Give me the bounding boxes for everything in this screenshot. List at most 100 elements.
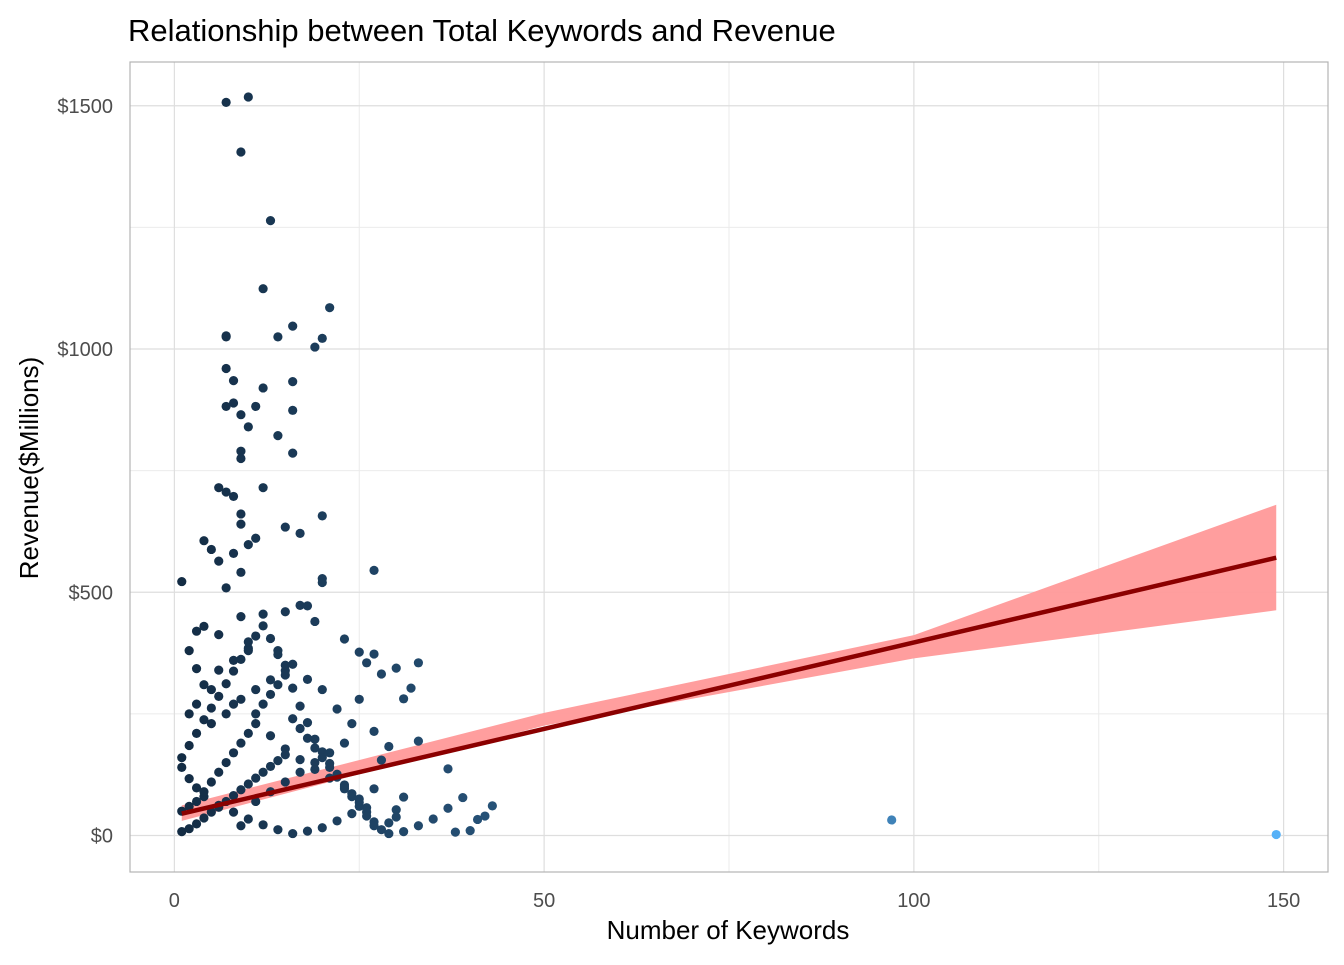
data-point [443,764,453,774]
data-point [362,811,372,821]
data-point [428,814,438,824]
data-point [199,621,209,631]
data-point [228,807,239,817]
data-point [243,779,253,789]
data-point [325,303,335,313]
data-point [177,827,187,837]
data-point [384,828,394,839]
data-point [221,709,231,719]
data-point [236,738,246,748]
data-point [369,726,379,737]
data-point [243,646,253,656]
data-point [384,741,394,752]
data-point [369,649,379,659]
data-point [236,410,246,420]
data-point [280,670,290,680]
data-point [251,709,261,719]
data-point [288,405,298,415]
data-point [206,544,216,555]
data-point [258,621,268,631]
data-point [406,683,416,693]
data-point [302,601,313,611]
data-point [191,699,202,709]
data-point [251,773,261,783]
data-point [399,792,409,802]
data-point [243,637,253,647]
data-point [251,401,261,412]
data-point [243,814,253,824]
data-point [251,719,261,729]
data-point [221,583,231,593]
data-point [214,483,224,493]
data-point [221,332,231,342]
data-point [288,377,298,387]
data-point [184,646,194,656]
data-point [399,827,409,837]
data-point [206,719,216,729]
data-point [228,666,239,676]
data-point [310,743,320,753]
data-point [295,701,305,711]
data-point [228,548,239,558]
data-point [265,761,276,772]
data-point [280,750,290,760]
data-point [310,342,320,352]
data-point [399,694,409,704]
data-point [310,764,320,774]
data-point [199,813,209,823]
data-point [221,757,231,768]
data-point [317,753,327,763]
axes: 0 50 100 150 $0 $500 $1000 $1500 [57,61,1329,912]
data-point [191,819,202,829]
data-point [243,92,253,102]
data-point [273,431,283,441]
data-point [339,738,350,748]
data-point [258,609,268,619]
data-point [376,669,387,679]
data-point [228,491,239,502]
data-point [199,715,209,725]
data-points [177,92,1281,840]
data-point [369,821,379,831]
data-point [206,684,216,695]
data-point [376,825,387,835]
data-point [487,801,497,811]
data-point [199,680,209,690]
data-point [228,748,239,758]
data-point [413,821,424,831]
data-point [354,647,364,657]
data-point [310,757,320,768]
data-point [273,825,283,835]
data-point [236,519,246,529]
data-point [258,383,268,393]
data-point [199,536,209,546]
data-point [310,734,320,744]
data-point [325,748,335,758]
data-point [339,634,350,644]
x-axis-title: Number of Keywords [607,915,850,945]
data-point [317,823,327,833]
data-point [317,684,327,695]
data-point [191,664,202,674]
data-point [243,422,253,432]
data-point [339,782,350,792]
data-point [288,828,298,839]
data-point [214,629,224,640]
data-point [273,755,283,766]
data-point [288,714,298,724]
data-point [184,709,194,719]
trend-line [181,555,1277,816]
x-tick-label: 0 [169,890,180,912]
data-point [265,731,276,741]
data-point [258,767,268,777]
data-point [243,728,253,738]
trend-line-layer [181,555,1277,816]
data-point [369,565,379,575]
data-point [391,812,401,822]
y-tick-label: $1500 [57,96,113,118]
data-point [332,704,342,714]
data-point [332,816,342,826]
data-point [184,773,194,784]
data-point [191,626,202,636]
